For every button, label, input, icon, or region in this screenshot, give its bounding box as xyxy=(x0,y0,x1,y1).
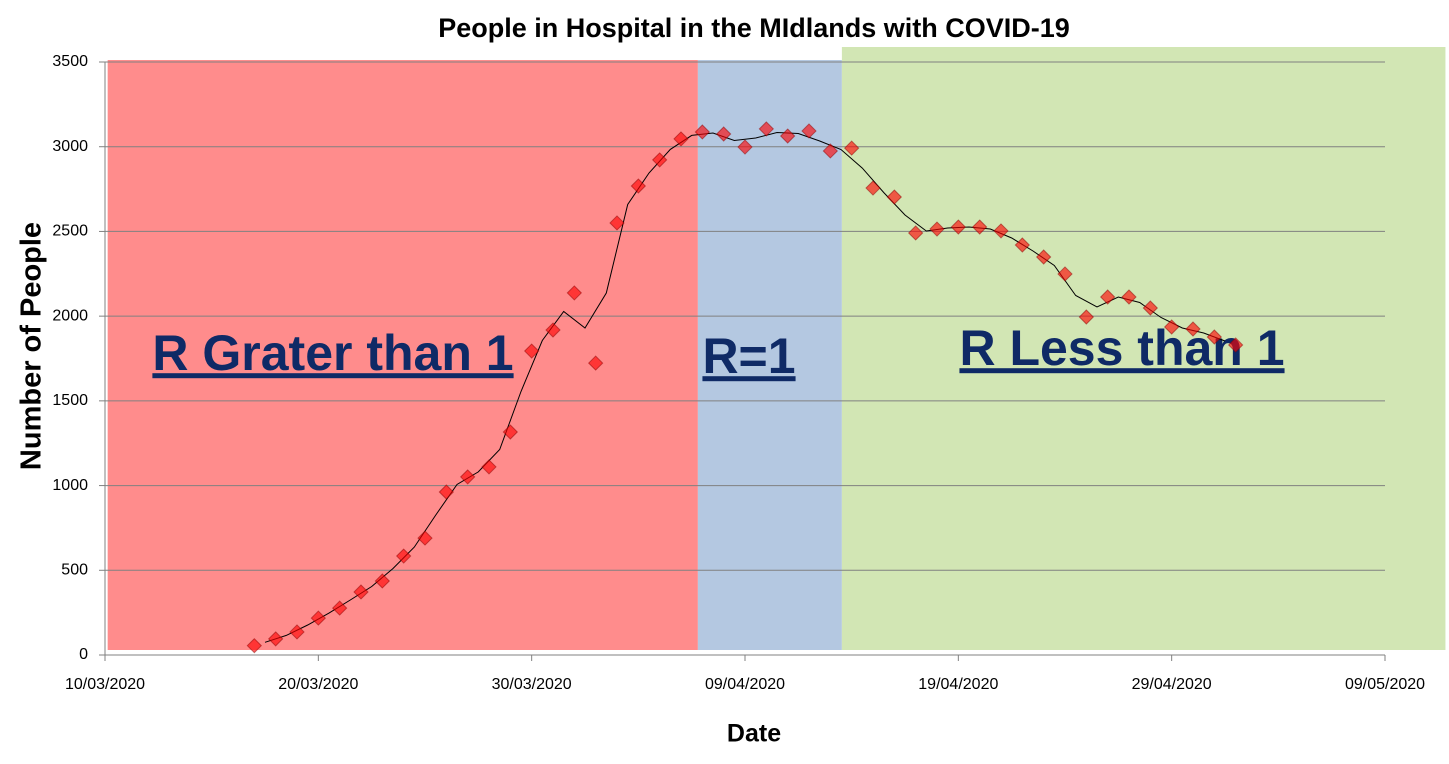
data-point xyxy=(843,140,860,156)
data-point xyxy=(779,128,796,144)
region-band xyxy=(841,47,1446,650)
data-point xyxy=(822,143,839,159)
data-point xyxy=(1078,309,1095,325)
data-point xyxy=(929,221,945,237)
data-point xyxy=(1227,337,1244,353)
y-tick-label: 0 xyxy=(79,646,88,663)
x-tick-label: 29/04/2020 xyxy=(1132,676,1212,693)
data-point xyxy=(545,322,561,338)
data-point xyxy=(758,121,775,137)
data-point xyxy=(246,637,263,654)
y-tick-label: 500 xyxy=(61,562,88,579)
x-tick-label: 19/04/2020 xyxy=(918,676,998,693)
y-tick-label: 1000 xyxy=(52,477,88,494)
data-point xyxy=(395,548,412,564)
region-band xyxy=(697,60,842,650)
y-tick-label: 2000 xyxy=(52,307,88,324)
x-tick-label: 09/05/2020 xyxy=(1345,676,1425,693)
region-label: R Less than 1 xyxy=(959,320,1284,376)
data-point xyxy=(1121,289,1137,305)
y-tick-label: 1500 xyxy=(52,392,88,409)
chart-title: People in Hospital in the MIdlands with … xyxy=(438,13,1070,43)
data-point xyxy=(1099,289,1116,305)
data-point xyxy=(971,219,988,235)
data-point xyxy=(289,624,305,640)
data-point xyxy=(651,152,668,168)
data-point xyxy=(1035,249,1052,265)
data-point xyxy=(502,424,519,440)
data-point xyxy=(886,189,903,205)
x-tick-label: 10/03/2020 xyxy=(65,676,145,693)
data-point xyxy=(1014,237,1031,253)
data-point xyxy=(310,610,327,626)
data-point xyxy=(587,355,604,371)
x-tick-label: 20/03/2020 xyxy=(278,676,358,693)
data-point xyxy=(331,600,348,616)
data-point xyxy=(374,573,391,589)
data-point xyxy=(673,131,689,147)
data-point xyxy=(438,484,455,500)
data-point xyxy=(353,584,369,600)
data-point xyxy=(801,123,817,139)
data-point xyxy=(1185,321,1201,337)
data-point xyxy=(865,180,881,196)
data-point xyxy=(417,530,433,546)
y-tick-label: 3000 xyxy=(52,138,88,155)
y-tick-label: 2500 xyxy=(52,223,88,240)
data-point xyxy=(1206,329,1223,345)
data-point xyxy=(630,178,647,194)
background-layer xyxy=(107,47,1446,650)
x-axis-label: Date xyxy=(727,720,781,748)
data-point xyxy=(459,469,476,485)
data-point xyxy=(694,124,711,140)
data-point xyxy=(523,343,540,359)
data-point xyxy=(715,126,732,142)
data-point xyxy=(267,631,284,647)
data-point xyxy=(737,139,753,155)
x-tick-label: 09/04/2020 xyxy=(705,676,785,693)
data-point xyxy=(950,219,967,235)
x-tick-label: 30/03/2020 xyxy=(492,676,572,693)
data-point xyxy=(1057,266,1073,282)
data-point xyxy=(907,225,924,241)
region-label: R Grater than 1 xyxy=(152,325,513,381)
y-axis-label: Number of People xyxy=(16,222,48,470)
y-tick-label: 3500 xyxy=(52,53,88,70)
data-point xyxy=(993,223,1009,239)
data-point xyxy=(566,285,583,301)
data-point xyxy=(1163,319,1180,335)
region-label: R=1 xyxy=(702,328,795,384)
data-point xyxy=(1142,300,1159,316)
data-point xyxy=(609,215,625,231)
data-point xyxy=(481,459,497,475)
